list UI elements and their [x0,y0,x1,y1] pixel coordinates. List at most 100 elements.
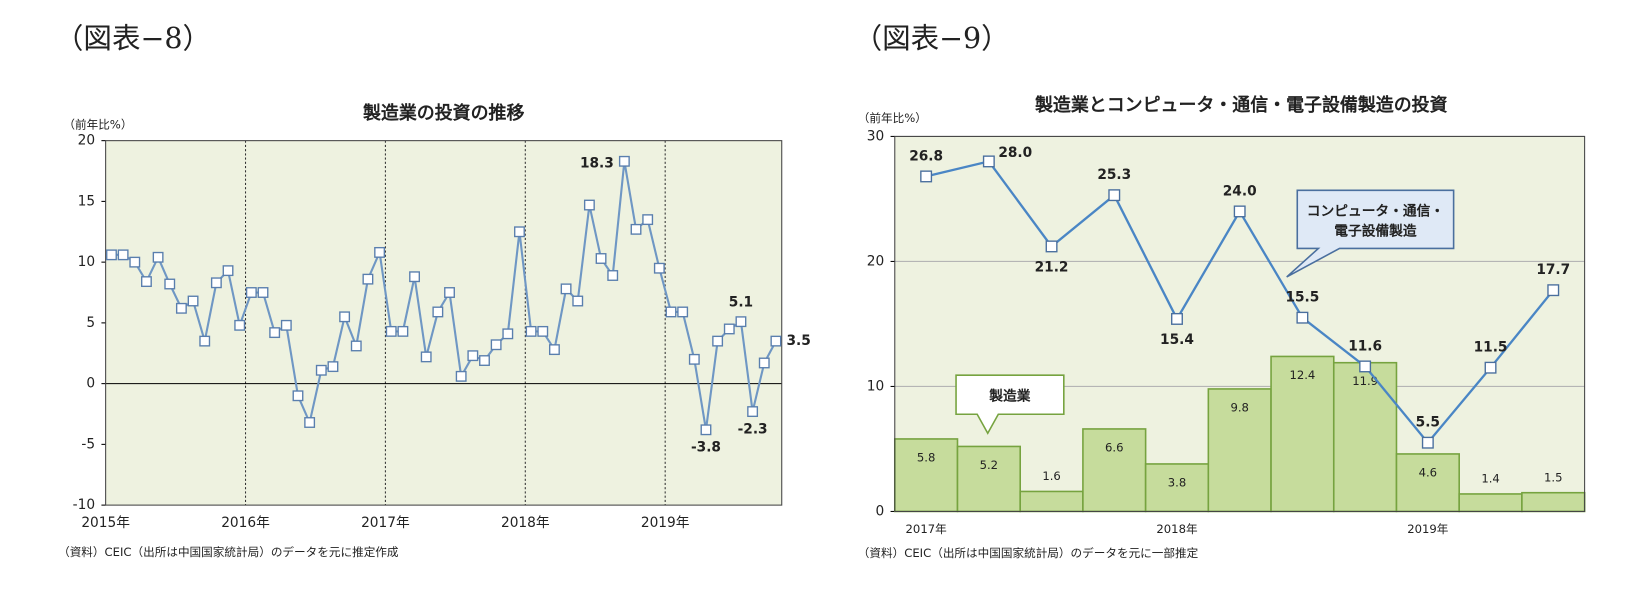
data-label: -3.8 [691,440,721,456]
marker [397,325,409,337]
data-label: 5.1 [729,295,753,311]
marker [129,256,141,268]
marker [292,390,304,402]
marker [164,278,176,290]
x-tick-label: 2017年 [906,522,948,536]
data-label: 11.5 [1474,340,1508,356]
marker [712,335,724,347]
source-note: （資料）CEIC（出所は中国国家統計局）のデータを元に一部推定 [858,546,1199,560]
legend-label: 製造業 [989,388,1031,405]
data-label: 5.5 [1416,415,1440,431]
marker [467,350,479,362]
marker [1359,360,1372,373]
marker [665,306,677,318]
callout-box [1286,189,1455,278]
marker [537,325,549,337]
marker [1108,189,1121,202]
marker [117,249,129,261]
marker [432,306,444,318]
marker [1547,284,1560,297]
marker [315,364,327,376]
data-label: 18.3 [580,155,614,171]
y-tick-label: 20 [78,133,95,149]
marker [653,262,665,274]
bar [1019,490,1084,513]
marker [234,319,246,331]
bar-label: 6.6 [1105,440,1123,454]
data-label: 28.0 [998,145,1032,161]
y-axis-label: （前年比%） [63,117,132,131]
marker [1233,205,1246,218]
bar-label: 5.2 [980,458,998,472]
marker [152,251,164,263]
marker [770,335,782,347]
marker [269,327,281,339]
bar [956,445,1021,513]
figure-label: （図表−8） [55,22,211,55]
bar [1458,493,1523,513]
y-tick-label: -10 [73,497,95,513]
marker [210,277,222,289]
x-tick-label: 2018年 [1156,522,1198,536]
marker [175,302,187,314]
y-tick-label: 0 [875,503,884,519]
marker [514,226,525,238]
marker [747,406,759,418]
marker [222,265,234,277]
data-label: 17.7 [1536,262,1570,278]
x-tick-label: 2018年 [501,515,550,531]
callout-box [955,374,1065,435]
data-label: 24.0 [1223,183,1257,199]
marker [920,170,933,183]
plot-border [894,135,1586,512]
marker [245,287,257,298]
marker [677,306,689,318]
chart-title: 製造業の投資の推移 [362,102,524,124]
bar [1332,361,1398,513]
data-label: 11.6 [1348,338,1382,354]
bar [893,438,959,513]
marker [548,344,560,356]
bar [1395,453,1460,513]
bar-label: 4.6 [1419,465,1437,479]
bar-label: 1.5 [1544,470,1562,484]
marker [607,270,619,281]
marker [374,246,386,258]
data-label: 25.3 [1097,167,1131,183]
y-tick-label: 5 [86,315,95,331]
legend-label: コンピュータ・通信・電子設備製造 [1306,203,1445,240]
data-label: -2.3 [738,422,768,438]
figure-label: （図表−9） [854,22,1010,55]
marker [385,325,397,337]
legend-entry: 製造業 [989,388,1031,405]
bar [1521,491,1586,513]
data-line [111,161,777,430]
x-tick-label: 2016年 [221,515,270,531]
x-tick-label: 2019年 [641,515,690,531]
chart-title: 製造業とコンピュータ・通信・電子設備製造の投資 [1034,94,1448,116]
marker [723,323,735,335]
marker [502,328,514,340]
bar [1082,428,1147,513]
data-label: 26.8 [909,148,943,164]
bar [1144,463,1210,513]
marker [735,316,747,328]
y-axis-label: （前年比%） [858,111,927,125]
x-tick-label: 2019年 [1407,522,1449,536]
bar-label: 5.8 [917,450,935,464]
marker [455,370,467,382]
marker [490,339,502,351]
marker [199,335,211,347]
marker [525,325,537,337]
marker [1421,436,1434,449]
marker [339,311,351,323]
marker [350,340,362,352]
marker [444,287,455,298]
marker [982,155,995,168]
marker [1296,311,1309,324]
marker [560,283,572,295]
bar-label: 3.8 [1168,475,1186,489]
marker [106,249,117,261]
x-tick-label: 2017年 [361,515,410,531]
